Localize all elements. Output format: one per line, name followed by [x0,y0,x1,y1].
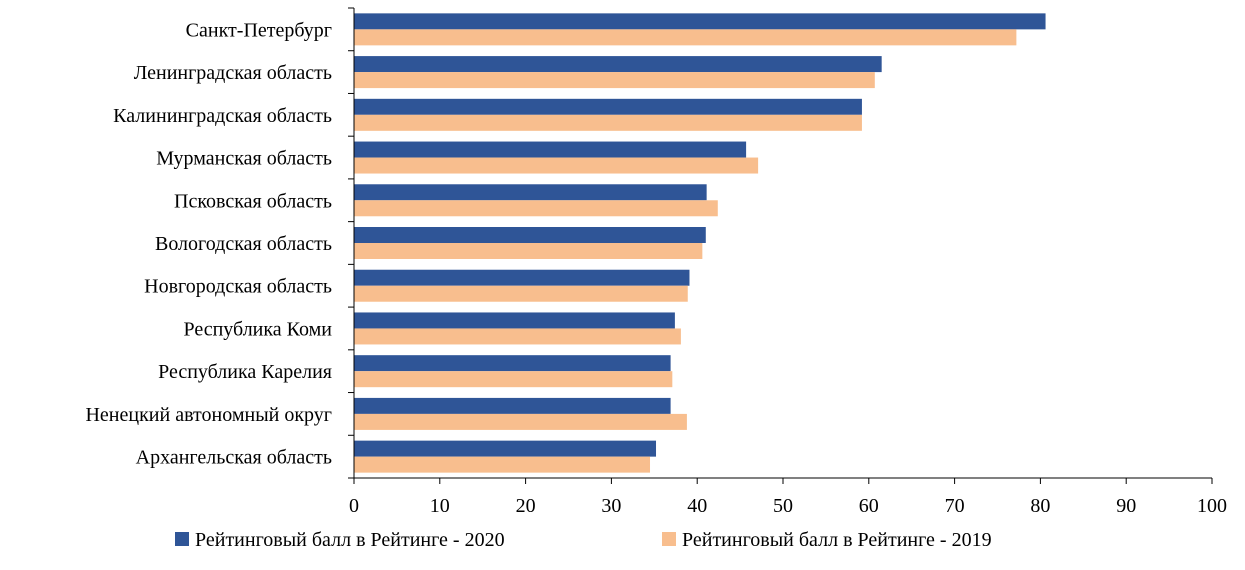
legend: Рейтинговый балл в Рейтинге - 2020 Рейтин… [175,529,992,551]
x-tick-label: 70 [945,495,965,517]
category-label: Новгородская область [144,276,332,298]
bar-2019 [354,285,688,302]
x-tick-label: 90 [1116,495,1136,517]
legend-swatch [662,532,676,546]
bar-2020 [354,355,671,372]
bar-2020 [354,440,657,457]
bar-2020 [354,184,707,201]
x-tick-label: 30 [601,495,621,517]
x-tick-label: 10 [430,495,450,517]
x-tick-label: 0 [349,495,359,517]
bar-2019 [354,200,718,217]
category-labels: Санкт-Петербург Ленинградская область Кали… [85,19,332,468]
bar-2019 [354,456,651,473]
category-label: Ленинградская область [134,62,332,84]
bar-2019 [354,114,862,131]
bar-2020 [354,227,706,243]
category-label: Псковская область [174,190,332,212]
x-tick-label: 40 [687,495,707,517]
bar-2020 [354,312,675,329]
x-tick-label: 20 [516,495,536,517]
bar-2020 [354,98,862,115]
axes: 0 10 20 30 40 50 60 70 80 90 100 [348,7,1227,517]
bar-2020 [354,13,1046,30]
bar-2019 [354,328,681,345]
category-label: Вологодская область [155,233,332,255]
bars-layer [354,13,1046,473]
bar-2020 [354,269,690,286]
bar-2020 [354,56,882,73]
bar-2020 [354,397,671,414]
category-label: Республика Карелия [158,361,332,383]
legend-label: Рейтинговый балл в Рейтинге - 2020 [195,529,505,551]
bar-2019 [354,243,703,259]
x-tick-label: 80 [1030,495,1050,517]
x-tick-label: 60 [859,495,879,517]
category-label: Санкт-Петербург [186,19,332,41]
x-tick-label: 100 [1197,495,1227,517]
bar-2019 [354,72,875,89]
legend-label: Рейтинговый балл в Рейтинге - 2019 [682,529,992,551]
category-label: Мурманская область [156,148,332,170]
bar-2019 [354,371,673,388]
bar-2019 [354,29,1017,46]
bar-2020 [354,141,747,158]
bar-2019 [354,413,687,430]
category-label: Республика Коми [183,318,332,340]
category-label: Калининградская область [113,105,332,127]
category-label: Архангельская область [136,447,332,469]
bar-2019 [354,157,759,174]
legend-swatch [175,532,189,546]
category-label: Ненецкий автономный округ [85,404,332,426]
x-tick-label: 50 [773,495,793,517]
